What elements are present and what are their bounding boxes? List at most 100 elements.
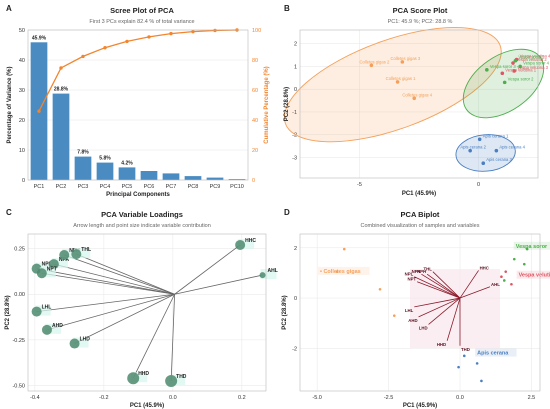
biplot-point-gigas: [378, 287, 382, 291]
x-tick-label-c: -0.2: [99, 395, 108, 401]
y-tick-label-a: 20: [19, 118, 25, 124]
loading-node: [165, 374, 178, 387]
loading-highlight: [51, 258, 68, 269]
y-tick-label-b: -3: [292, 156, 297, 162]
x-axis-label-c: PC1 (45.9%): [130, 403, 164, 409]
cumulative-point: [81, 54, 85, 59]
loading-arrow: [74, 293, 175, 344]
bar-value-label: 4.2%: [121, 160, 133, 166]
cumulative-point: [125, 39, 129, 44]
scree-bar: [184, 176, 202, 180]
biplot-arrow: [446, 297, 461, 341]
y-tick-label-b: -2: [292, 133, 297, 139]
loading-node: [48, 259, 59, 270]
x-tick-label-a: PC9: [210, 184, 221, 190]
scree-bar: [74, 156, 92, 180]
panel-a-subtitle: First 3 PCs explain 82.4 % of total vari…: [89, 19, 194, 25]
loading-highlight: [260, 269, 277, 280]
loading-node: [31, 306, 42, 317]
loading-label: NPL: [42, 262, 52, 268]
y-tick-label-b: 2: [294, 42, 297, 48]
scree-bar: [162, 173, 180, 180]
loading-node: [235, 239, 246, 250]
sample-label: Apis cerana 1: [483, 133, 509, 138]
sample-label: Vespa soror 2: [508, 76, 535, 81]
biplot-point-cerana: [480, 379, 483, 383]
loading-label: AHD: [52, 323, 63, 329]
biplot-point-cerana: [462, 354, 466, 358]
group-label-box: [318, 266, 370, 275]
x-axis-label-d: PC1 (45.9%): [403, 403, 437, 409]
x-tick-label-a: PC8: [188, 184, 199, 190]
sample-label: Apis cerana 4: [499, 145, 525, 150]
x-tick-label-c: -0.4: [30, 395, 39, 401]
panel-b-score-plot: B PCA Score Plot PC1: 45.9 %; PC2: 28.8 …: [283, 4, 550, 197]
ellipse-gigas: [283, 27, 502, 143]
loading-arrow: [53, 263, 175, 295]
panel-b-subtitle: PC1: 45.9 %; PC2: 28.8 %: [388, 19, 453, 25]
sample-label: Vespa velutina 3: [517, 65, 548, 70]
biplot-arrow-label: NPL: [405, 272, 414, 277]
sample-point-soror: [513, 58, 518, 63]
loading-highlight: [72, 337, 89, 348]
bar-value-label: 5.8%: [99, 156, 111, 162]
y-tick-label-c: 0.00: [14, 292, 25, 298]
biplot-arrow: [421, 273, 461, 299]
y-tick-label-b: -1: [292, 110, 297, 116]
y2-tick-label-a: 0: [252, 178, 255, 184]
scree-bar: [52, 93, 70, 180]
y2-tick-label-a: 40: [252, 118, 258, 124]
biplot-arrow: [414, 297, 461, 308]
loading-node: [127, 372, 140, 385]
biplot-arrow: [414, 276, 461, 299]
cumulative-line: [38, 29, 238, 112]
y-tick-label-a: 10: [19, 148, 25, 154]
loading-node: [59, 249, 70, 260]
scree-bar: [96, 162, 114, 180]
biplot-point-velutina: [500, 275, 503, 279]
sample-label: Vespa velutina 4: [520, 54, 550, 59]
biplot-label-highlight: [410, 269, 500, 349]
sample-point-soror: [485, 68, 489, 72]
bar-value-label: 7.8%: [77, 150, 89, 156]
x-tick-label-d: 2.5: [528, 395, 536, 401]
y-axis-label-c: PC2 (28.8%): [5, 295, 11, 329]
loading-highlight: [74, 248, 91, 259]
biplot-arrow-label: AHD: [408, 318, 417, 323]
biplot-point-soror: [502, 279, 506, 282]
cumulative-point: [37, 109, 41, 113]
biplot-point-gigas: [335, 270, 339, 273]
y-axis-label-b: PC2 (28.8%): [284, 87, 290, 121]
y2-axis-label-a: Cumulative Percentage (%): [264, 66, 270, 143]
y-tick-label-d: -2: [292, 346, 297, 352]
panel-a-scree-plot: A Scree Plot of PCA First 3 PCs explain …: [6, 4, 270, 198]
biplot-arrow-label: NPT: [408, 277, 417, 282]
scree-bar: [206, 177, 224, 180]
y-axis-label-a: Percentage of Variance (%): [7, 66, 13, 143]
loading-label: THD: [176, 374, 187, 380]
sample-label: Apis cerana 3: [486, 157, 512, 162]
panel-d-subtitle: Combined visualization of samples and va…: [361, 223, 480, 229]
y2-tick-label-a: 100: [252, 28, 261, 34]
biplot-point-cerana: [457, 365, 460, 369]
x-tick-label-a: PC5: [122, 184, 133, 190]
sample-point-cerana: [477, 137, 482, 142]
loading-node: [259, 272, 266, 279]
bar-value-label: 45.9%: [32, 35, 47, 41]
sample-label: Vespa soror 4: [523, 60, 550, 65]
y2-tick-label-a: 20: [252, 148, 258, 154]
sample-point-gigas: [395, 80, 400, 84]
x-axis-label-b: PC1 (45.9%): [402, 191, 436, 197]
biplot-point-velutina: [504, 270, 508, 273]
biplot-arrow-label: LHD: [419, 325, 428, 330]
loading-node: [69, 338, 80, 349]
y-tick-label-a: 0: [22, 178, 25, 184]
cumulative-point: [103, 46, 107, 50]
sample-point-soror: [518, 64, 522, 69]
loading-arrow: [64, 254, 175, 295]
sample-point-gigas: [369, 63, 374, 68]
x-tick-label-c: 0.2: [238, 395, 246, 401]
y-tick-label-a: 50: [19, 28, 25, 34]
y-axis-label-d: PC2 (28.8%): [282, 295, 288, 329]
panel-c-loadings: C PCA Variable Loadings Arrow length and…: [5, 208, 278, 409]
